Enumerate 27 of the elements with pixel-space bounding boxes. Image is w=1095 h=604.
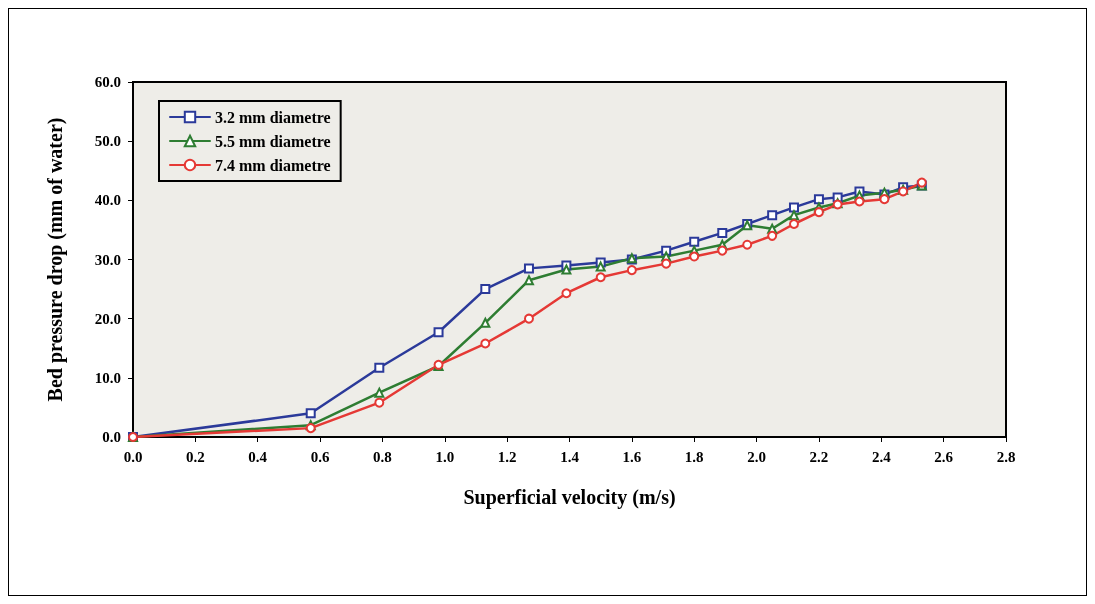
x-tick-label: 0.0: [123, 448, 143, 465]
x-tick-label: 2.2: [809, 448, 829, 465]
x-tick-label: 2.0: [747, 448, 766, 465]
legend-label: 5.5 mm diametre: [215, 132, 331, 150]
x-tick-label: 0.2: [185, 448, 205, 465]
x-tick-label: 1.4: [560, 448, 580, 465]
y-tick-label: 50.0: [94, 133, 121, 150]
x-tick-label: 1.0: [435, 448, 455, 465]
x-tick-label: 1.6: [622, 448, 642, 465]
y-tick-label: 20.0: [94, 310, 121, 327]
x-tick-label: 1.2: [497, 448, 517, 465]
y-tick-label: 30.0: [94, 251, 121, 268]
legend-label: 3.2 mm diametre: [215, 108, 331, 126]
x-tick-label: 0.6: [310, 448, 330, 465]
x-tick-label: 0.8: [373, 448, 392, 465]
x-tick-label: 2.6: [934, 448, 954, 465]
x-tick-label: 0.4: [248, 448, 268, 465]
y-tick-label: 0.0: [102, 429, 121, 445]
x-axis-title: Superficial velocity (m/s): [463, 486, 676, 509]
x-tick-label: 1.8: [684, 448, 704, 465]
x-tick-label: 2.8: [996, 448, 1016, 465]
x-tick-label: 2.4: [871, 448, 892, 465]
y-tick-label: 10.0: [94, 369, 121, 386]
y-tick-label: 60.0: [94, 74, 121, 90]
y-axis-title: Bed pressure drop (mm of water): [44, 117, 67, 402]
legend-label: 7.4 mm diametre: [215, 156, 331, 174]
y-tick-label: 40.0: [94, 192, 121, 209]
